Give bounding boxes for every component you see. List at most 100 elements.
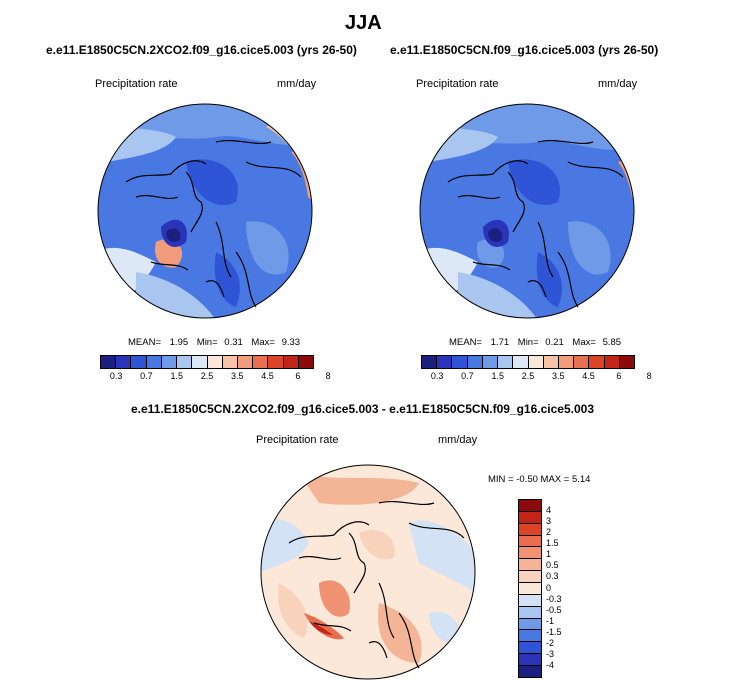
panel-1-colorbar-ticks: 0.3 0.7 1.5 2.5 3.5 4.5 6 8	[100, 371, 331, 383]
panel-1-colorbar-swatch	[176, 356, 192, 368]
panel-1-polar-map	[97, 103, 313, 319]
panel-1-colorbar-tick-label: 4.5	[261, 371, 274, 381]
panel-2-units-label: mm/day	[598, 78, 638, 90]
diff-panel-minmax: MIN = -0.50 MAX = 5.14	[488, 474, 591, 485]
panel-2-max-value: 5.85	[602, 337, 622, 348]
panel-2-colorbar-swatch	[422, 356, 437, 368]
diff-colorbar-tick-label: -0.5	[546, 604, 562, 615]
diff-colorbar-tick-label: -3	[546, 648, 555, 659]
panel-1-colorbar-swatch	[252, 356, 268, 368]
panel-1-colorbar-swatch	[297, 356, 314, 368]
panel-2-mean-label: MEAN=	[449, 337, 482, 348]
diff-colorbar-tick-label: 1	[546, 549, 552, 560]
panel-2-colorbar	[421, 355, 635, 369]
diff-colorbar-tick-label: 0	[546, 582, 552, 593]
panel-2-colorbar-tick-label: 4.5	[582, 371, 595, 381]
diff-colorbar-swatch	[519, 593, 541, 606]
panel-2-min-label: Min=	[517, 337, 539, 348]
panel-1-colorbar-tick-label: 8	[325, 371, 331, 381]
panel-1-mean-value: 1.95	[169, 337, 189, 348]
panel-1-colorbar-swatch	[236, 356, 253, 368]
panel-1-colorbar-swatch	[101, 356, 116, 368]
panel-2-colorbar-ticks: 0.3 0.7 1.5 2.5 3.5 4.5 6 8	[421, 371, 652, 383]
diff-colorbar-tick-label: -2	[546, 637, 555, 648]
panel-2-title: e.e11.E1850C5CN.f09_g16.cice5.003 (yrs 2…	[390, 43, 659, 57]
panel-2-max-label: Max=	[572, 337, 596, 348]
panel-1-colorbar-swatch	[191, 356, 207, 368]
diff-colorbar	[518, 499, 542, 678]
diff-colorbar-swatch	[519, 629, 541, 642]
panel-1-min-label: Min=	[196, 337, 218, 348]
panel-2-colorbar-swatch	[542, 356, 558, 368]
panel-2-mean-value: 1.71	[490, 337, 510, 348]
diff-colorbar-tick-label: -1.5	[546, 626, 562, 637]
panel-2-colorbar-swatch	[512, 356, 528, 368]
panel-1-title: e.e11.E1850C5CN.2XCO2.f09_g16.cice5.003 …	[46, 43, 357, 57]
diff-colorbar-tick-label: 0.5	[546, 560, 559, 571]
diff-colorbar-swatch	[519, 665, 541, 677]
diff-colorbar-tick-label: 2	[546, 527, 552, 538]
diff-colorbar-swatch	[519, 570, 541, 583]
diff-colorbar-ticks: 4 3 2 1.5 1 0.5 0.3 0 -0.3 -0.5 -1 -1.5 -2 -3 -4	[546, 499, 576, 676]
diff-colorbar-swatch	[519, 605, 541, 618]
diff-panel-units-label: mm/day	[438, 434, 478, 446]
diff-colorbar-tick-label: -0.3	[546, 593, 562, 604]
panel-1-colorbar-swatch	[130, 356, 146, 368]
panel-1-colorbar-tick-label: 1.5	[170, 371, 183, 381]
panel-1-colorbar-swatch	[221, 356, 237, 368]
diff-colorbar-swatch	[519, 500, 541, 511]
panel-2-colorbar-tick-label: 1.5	[491, 371, 504, 381]
diff-colorbar-tick-label: 4	[546, 505, 552, 516]
diff-colorbar-swatch	[519, 617, 541, 630]
diff-colorbar-tick-label: 0.3	[546, 571, 559, 582]
panel-1-variable-label: Precipitation rate	[95, 78, 178, 90]
panel-1-colorbar-swatch	[115, 356, 131, 368]
panel-1-max-value: 9.33	[281, 337, 301, 348]
diff-colorbar-swatch	[519, 558, 541, 571]
panel-1-colorbar-swatch	[206, 356, 222, 368]
diff-colorbar-tick-label: -4	[546, 659, 555, 670]
diff-colorbar-tick-label: 3	[546, 516, 552, 527]
panel-1-colorbar-swatch	[282, 356, 298, 368]
panel-2-colorbar-swatch	[557, 356, 574, 368]
panel-2-colorbar-swatch	[573, 356, 589, 368]
panel-2-min-value: 0.21	[545, 337, 564, 348]
panel-2-variable-label: Precipitation rate	[416, 78, 499, 90]
panel-1-colorbar-tick-label: 0.7	[140, 371, 153, 381]
panel-1-colorbar-swatch	[145, 356, 161, 368]
diff-colorbar-swatch	[519, 653, 541, 666]
panel-2-stats: MEAN= 1.71 Min= 0.21 Max= 5.85	[449, 337, 621, 348]
panel-2-colorbar-swatch	[436, 356, 452, 368]
panel-1-max-label: Max=	[251, 337, 275, 348]
panel-2-colorbar-swatch	[497, 356, 513, 368]
panel-2-colorbar-tick-label: 3.5	[552, 371, 565, 381]
panel-1-colorbar-tick-label: 0.3	[109, 371, 123, 381]
diff-colorbar-tick-label: -1	[546, 615, 555, 626]
panel-2-colorbar-swatch	[451, 356, 467, 368]
panel-1-colorbar-swatch	[160, 356, 177, 368]
diff-colorbar-swatch	[519, 534, 541, 547]
diff-colorbar-tick-label: 1.5	[546, 538, 559, 549]
panel-1-colorbar-tick-label: 6	[295, 371, 301, 381]
diff-panel-title: e.e11.E1850C5CN.2XCO2.f09_g16.cice5.003 …	[131, 402, 594, 416]
panel-2-colorbar-tick-label: 0.3	[430, 371, 444, 381]
panel-2-colorbar-tick-label: 8	[646, 371, 652, 381]
panel-2-colorbar-swatch	[527, 356, 543, 368]
panel-1-stats: MEAN= 1.95 Min= 0.31 Max= 9.33	[128, 337, 300, 348]
panel-2-colorbar-swatch	[588, 356, 604, 368]
diff-colorbar-swatch	[519, 546, 541, 559]
panel-1-min-value: 0.31	[224, 337, 243, 348]
diff-colorbar-swatch	[519, 641, 541, 654]
panel-1-colorbar-swatch	[267, 356, 283, 368]
panel-2-polar-map	[419, 103, 635, 319]
diff-colorbar-swatch	[519, 582, 541, 594]
panel-2-colorbar-swatch	[603, 356, 619, 368]
diff-colorbar-swatch	[519, 522, 541, 535]
panel-2-colorbar-swatch	[466, 356, 482, 368]
panel-2-colorbar-swatch	[481, 356, 498, 368]
panel-1-colorbar	[100, 355, 314, 369]
diff-panel-variable-label: Precipitation rate	[256, 434, 339, 446]
panel-1-units-label: mm/day	[277, 78, 317, 90]
panel-2-colorbar-tick-label: 0.7	[461, 371, 474, 381]
panel-2-colorbar-tick-label: 6	[616, 371, 622, 381]
